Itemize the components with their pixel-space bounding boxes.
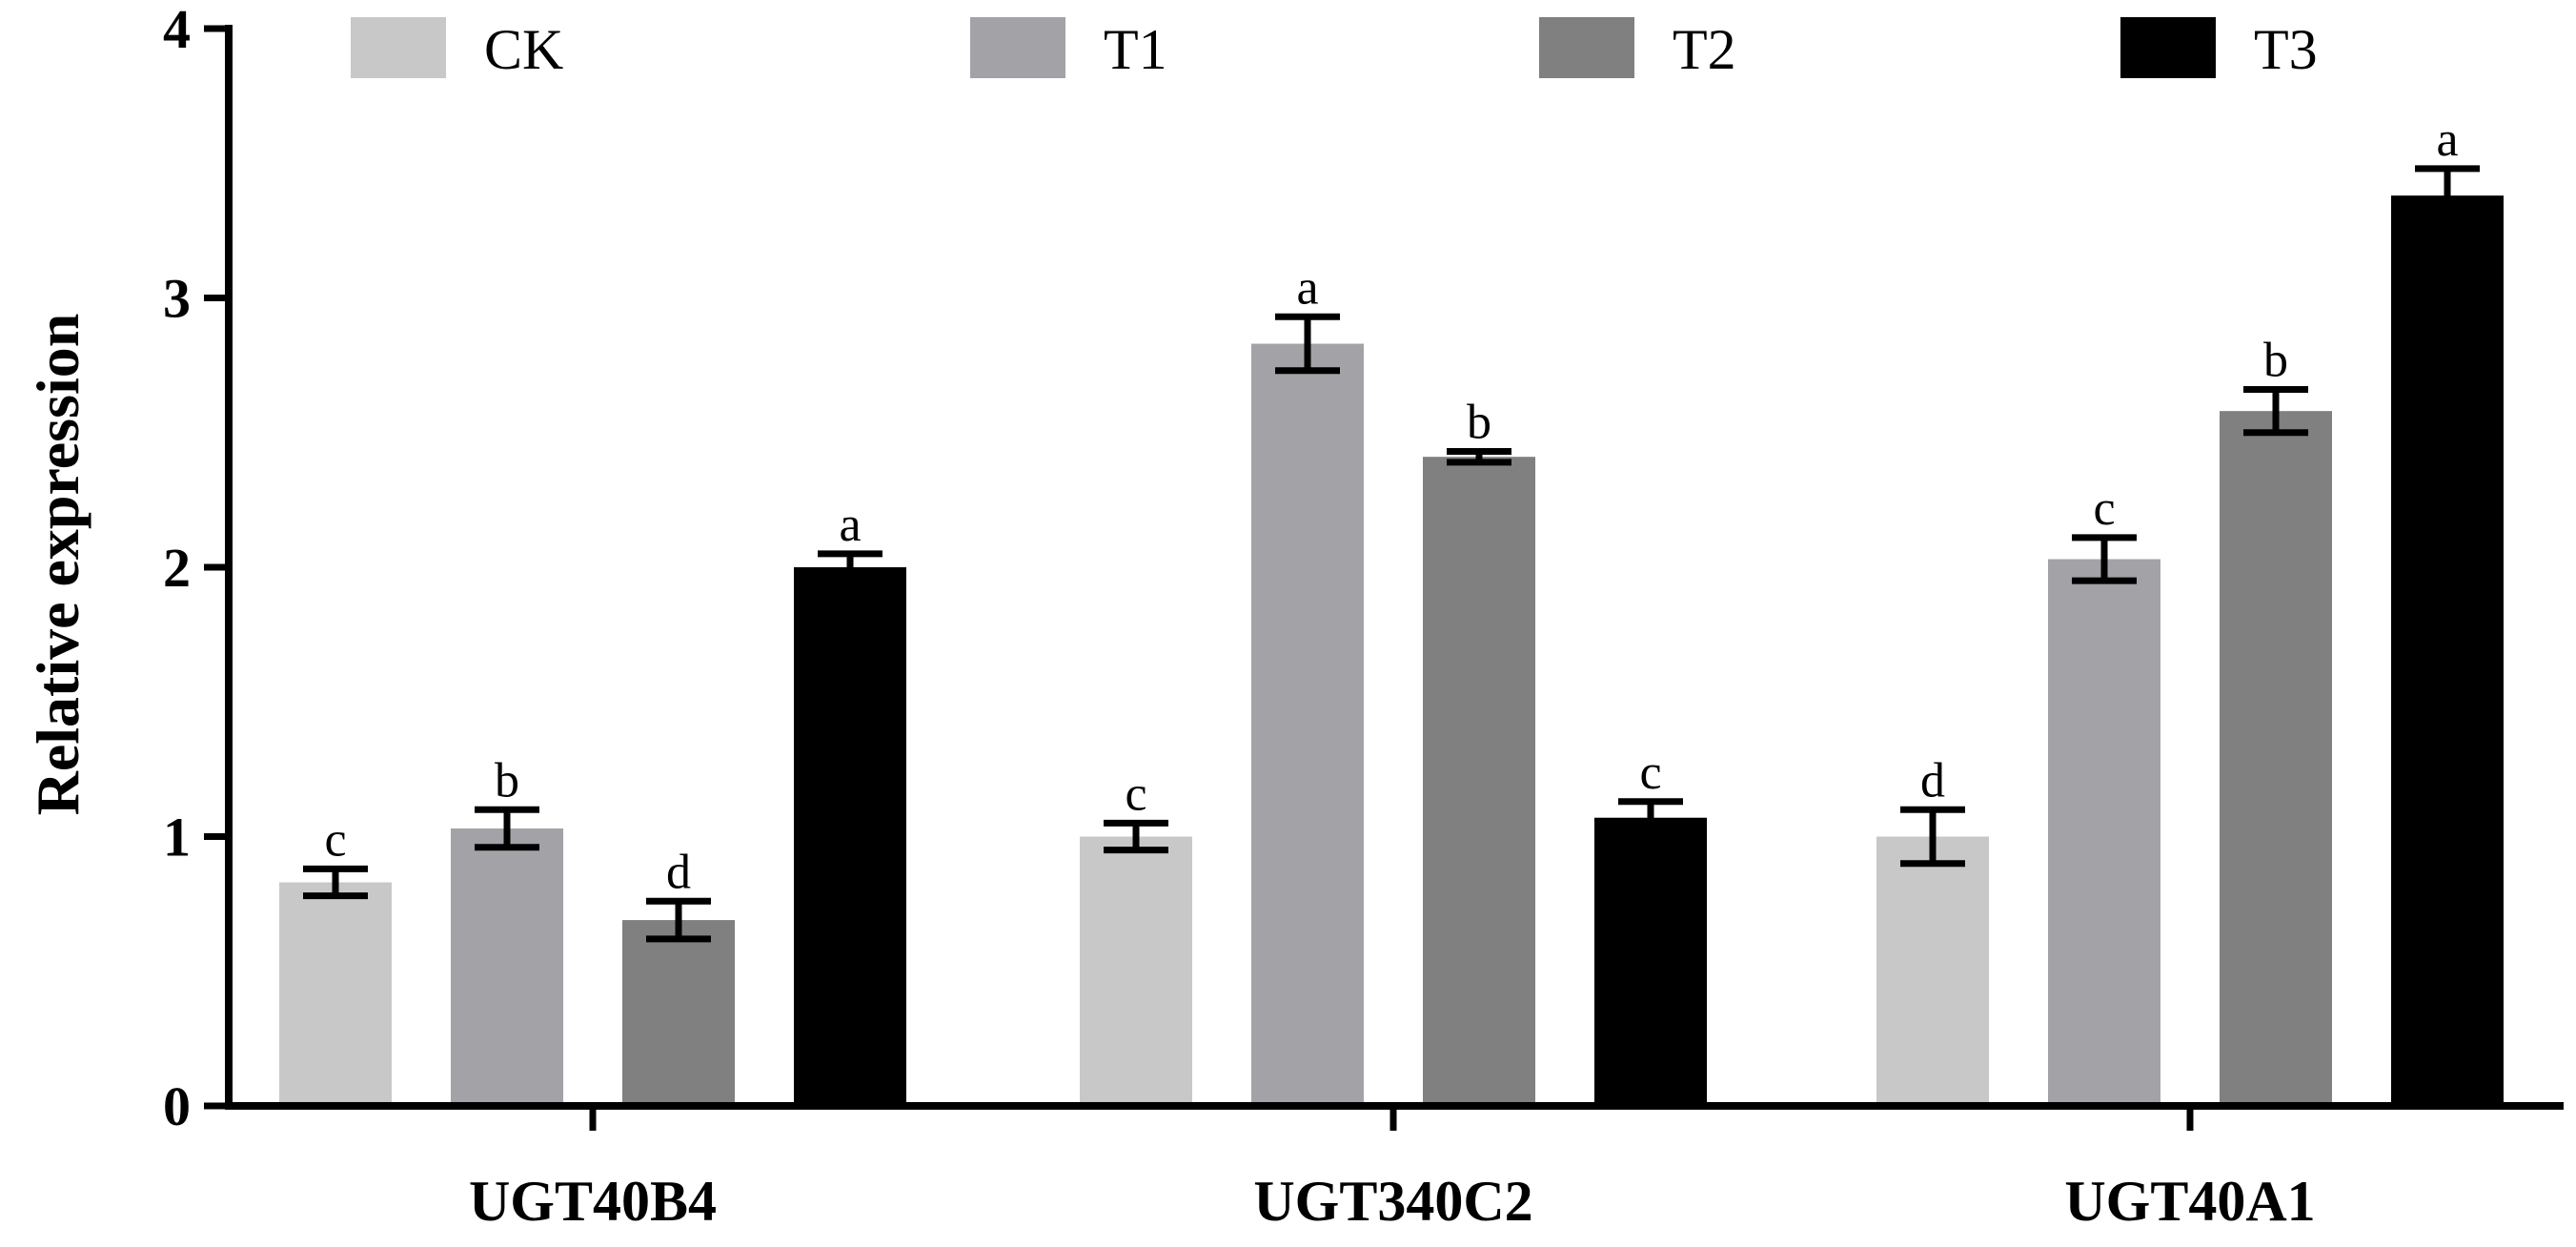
legend-swatch-ck [351,17,446,78]
x-category-label: UGT40A1 [2064,1170,2315,1233]
y-tick-label: 2 [163,537,191,599]
legend-swatch-t2 [1539,17,1634,78]
significance-label: c [1125,767,1146,821]
significance-label: d [666,845,691,899]
y-tick-label: 3 [163,268,191,330]
x-category-label: UGT40B4 [469,1170,717,1233]
legend-label-t2: T2 [1673,18,1736,81]
y-tick-label: 1 [163,807,191,869]
legend-swatch-t1 [970,17,1065,78]
significance-label: b [1467,396,1491,450]
bar-t2-ugt340c2 [1423,457,1535,1102]
legend-label-t1: T1 [1104,18,1167,81]
significance-label: b [2263,334,2288,388]
significance-label: d [1920,753,1945,807]
significance-label: a [2436,112,2458,167]
bar-t1-ugt340c2 [1251,343,1364,1102]
legend-label-ck: CK [484,18,563,81]
significance-label: a [839,498,861,552]
bar-t1-ugt40a1 [2048,559,2160,1102]
bar-ck-ugt40a1 [1876,836,1989,1102]
bar-t1-ugt40b4 [451,828,563,1102]
bar-t3-ugt40b4 [794,567,906,1102]
y-tick-label: 4 [163,0,191,60]
bar-ck-ugt40b4 [279,882,392,1102]
significance-label: c [1639,746,1661,800]
legend-label-t3: T3 [2254,18,2318,81]
significance-label: c [2093,481,2115,536]
x-category-label: UGT340C2 [1253,1170,1532,1233]
bar-t3-ugt340c2 [1594,817,1707,1102]
significance-label: c [324,812,346,867]
legend-swatch-t3 [2120,17,2216,78]
y-tick-label: 0 [163,1075,191,1137]
bar-t2-ugt40a1 [2220,411,2332,1102]
y-axis-title: Relative expression [24,314,91,816]
bar-t3-ugt40a1 [2391,195,2504,1102]
significance-label: b [495,753,519,807]
significance-label: a [1296,260,1318,315]
bar-t2-ugt40b4 [622,920,735,1102]
bar-ck-ugt340c2 [1080,836,1192,1102]
